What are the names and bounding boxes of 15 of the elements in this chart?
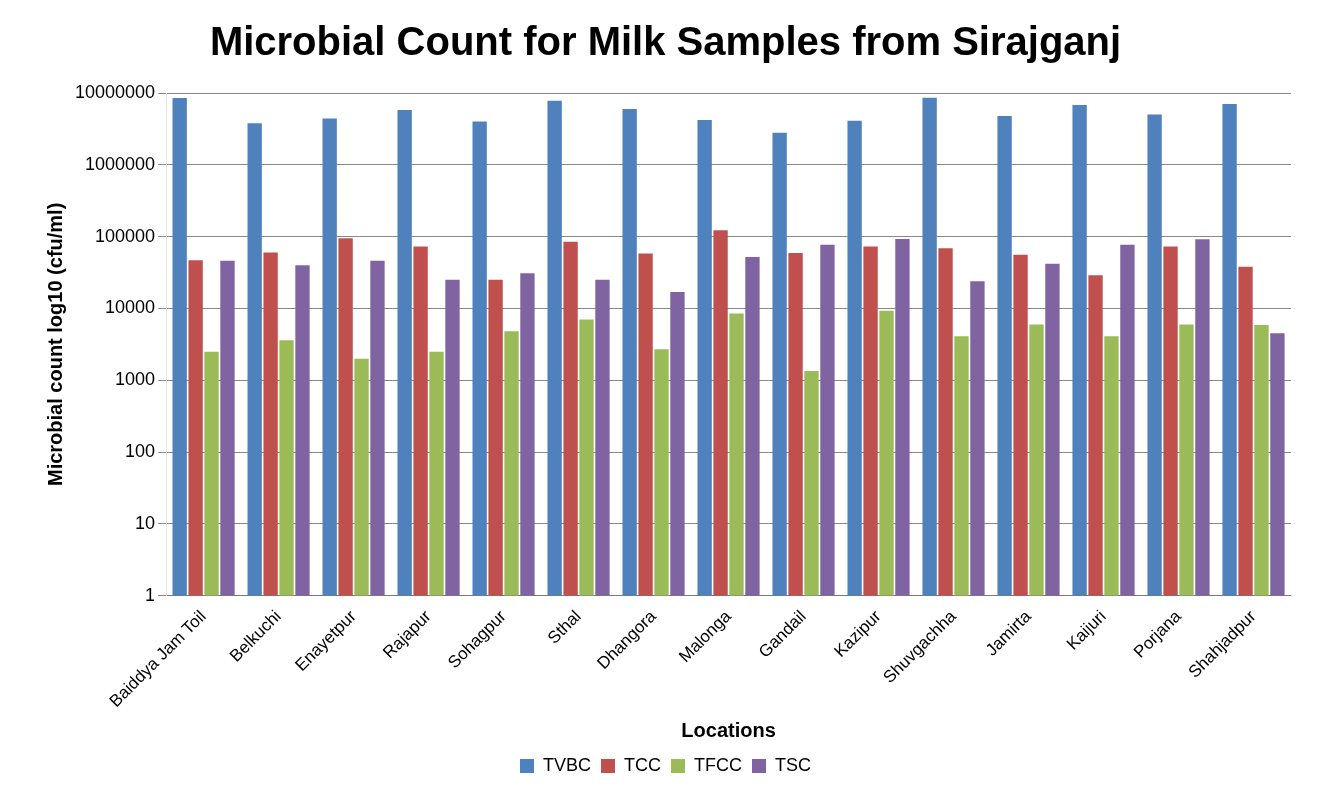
legend-label: TSC	[774, 754, 811, 775]
y-tick-label: 10	[135, 512, 156, 533]
legend-label: TFCC	[694, 754, 743, 775]
x-axis-title: Locations	[681, 718, 776, 741]
y-tick-label: 10000	[105, 297, 156, 318]
y-tick-label: 100	[125, 441, 156, 462]
legend-label: TVBC	[543, 754, 592, 775]
y-tick-label: 1	[145, 584, 156, 605]
legend-label: TCC	[624, 754, 662, 775]
chart-title: Microbial Count for Milk Samples from Sirajganj	[209, 19, 1122, 64]
y-tick-label: 100000	[95, 225, 156, 246]
y-tick-label: 1000	[115, 369, 156, 390]
y-tick-label: 1000000	[85, 153, 156, 174]
y-axis-title: Microbial count log10 (cfu/ml)	[43, 202, 66, 487]
y-tick-label: 10000000	[74, 81, 156, 102]
